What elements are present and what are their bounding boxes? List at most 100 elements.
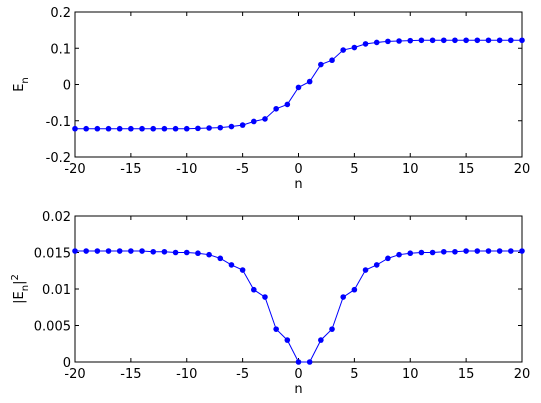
data-point [228, 262, 235, 268]
y-tick-label: 0 [63, 79, 71, 94]
y-label-close: | [12, 281, 27, 285]
data-point [396, 38, 402, 44]
x-tick-label: -10 [176, 162, 197, 177]
y-axis-label: En [12, 77, 31, 92]
data-point [508, 248, 514, 254]
data-point [418, 249, 425, 256]
x-axis-label: n [294, 177, 302, 192]
x-tick-label: -20 [64, 367, 85, 382]
x-axis-label: n [294, 382, 302, 397]
plot-marks [72, 248, 525, 365]
data-point [463, 37, 469, 44]
x-tick-label: -5 [236, 367, 249, 382]
data-point [351, 286, 358, 293]
data-point [496, 37, 503, 44]
data-point [508, 37, 514, 44]
y-tick-label: -0.1 [46, 115, 71, 130]
data-point [183, 249, 190, 256]
data-point [351, 44, 358, 51]
data-point [116, 248, 123, 254]
data-point [172, 249, 179, 256]
data-point [239, 267, 246, 273]
data-point [440, 248, 447, 255]
data-point [362, 267, 369, 273]
y-label-base: |E [12, 291, 27, 304]
data-point [496, 248, 503, 254]
data-point [94, 125, 101, 132]
data-point [485, 37, 492, 44]
data-point [519, 37, 525, 44]
data-point [396, 251, 402, 258]
y-tick-label: 0 [63, 356, 71, 371]
x-tick-label: 15 [458, 162, 475, 177]
data-point [440, 37, 447, 44]
y-tick-label: 0.005 [34, 320, 71, 335]
data-point [128, 125, 134, 132]
data-point [172, 125, 179, 132]
data-point [161, 248, 168, 255]
data-point [318, 61, 324, 68]
data-point [284, 101, 291, 108]
x-tick-label: -15 [120, 162, 141, 177]
data-point [340, 294, 347, 300]
data-point [128, 248, 134, 254]
data-point [251, 118, 257, 125]
plot-area [74, 215, 523, 363]
data-point [217, 255, 224, 262]
data-point [329, 326, 335, 332]
data-point [407, 250, 414, 257]
data-point [139, 248, 145, 254]
data-point [72, 125, 78, 132]
data-point [284, 337, 291, 343]
y-tick-label: 0.02 [42, 210, 71, 225]
data-point [116, 125, 123, 132]
data-point [273, 326, 279, 332]
x-tick-label: 20 [514, 367, 531, 382]
data-point [318, 337, 324, 343]
y-tick-label: -0.2 [46, 151, 71, 166]
x-tick-label: -15 [120, 367, 141, 382]
data-point [228, 123, 235, 130]
y-label-sup: 2 [10, 274, 21, 280]
data-point [519, 248, 525, 254]
plot-area [74, 11, 523, 158]
y-tick-label: 0.2 [50, 6, 71, 21]
y-label-base: E [12, 84, 27, 92]
data-point [83, 248, 89, 254]
data-point [239, 122, 246, 128]
data-point [161, 125, 168, 132]
y-axis-label: |En|2 [10, 274, 31, 304]
x-tick-label: 10 [402, 162, 419, 177]
x-tick-label: 0 [294, 162, 302, 177]
data-point [362, 41, 369, 47]
y-tick-label: 0.015 [34, 247, 71, 262]
data-point [105, 248, 112, 254]
data-point [206, 251, 212, 258]
data-point [474, 37, 481, 44]
data-point [474, 248, 481, 254]
data-point [485, 248, 492, 254]
data-point [83, 125, 89, 132]
data-point [295, 84, 302, 91]
data-point [429, 37, 436, 44]
data-point [150, 125, 157, 132]
data-point [385, 38, 391, 45]
data-point [72, 248, 78, 254]
data-point [373, 262, 380, 268]
data-point [452, 37, 458, 44]
data-point [262, 294, 268, 300]
data-point [429, 249, 436, 256]
x-tick-label: -20 [64, 162, 85, 177]
x-tick-label: 20 [514, 162, 531, 177]
data-point [217, 124, 224, 131]
data-point [195, 125, 201, 132]
x-tick-label: -5 [236, 162, 249, 177]
x-tick-label: 5 [350, 367, 358, 382]
x-tick-label: 15 [458, 367, 475, 382]
data-point [340, 47, 347, 53]
y-label-sub: n [20, 77, 31, 83]
data-point [306, 78, 313, 85]
data-point [183, 125, 190, 132]
plot-marks [72, 37, 525, 132]
